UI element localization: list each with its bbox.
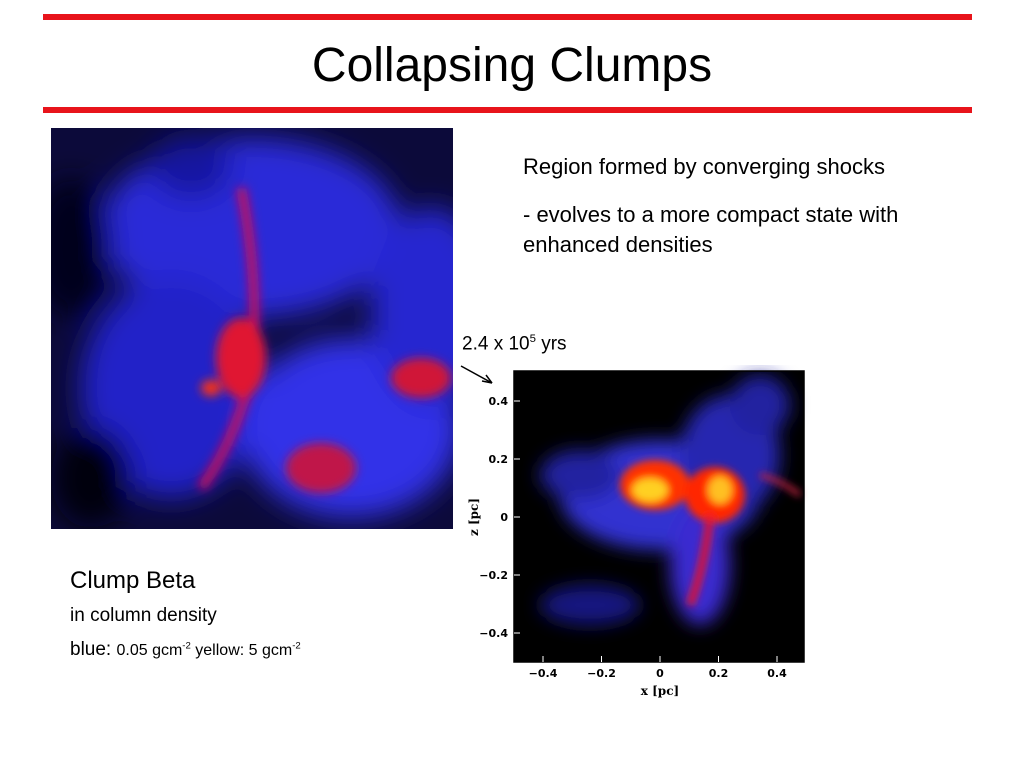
bottom-rule [43, 107, 972, 113]
y-tick-label: 0.2 [489, 453, 509, 466]
x-tick-label: 0 [656, 667, 664, 680]
y-tick-label: 0.4 [489, 395, 509, 408]
caption-line: in column density [70, 605, 217, 626]
y-tick-label: 0 [500, 511, 508, 524]
blue-unit: 0.05 gcm [116, 642, 183, 659]
x-tick-label: 0.2 [709, 667, 729, 680]
x-tick-label: 0.4 [767, 667, 787, 680]
annotation-base: 2.4 x 10 [462, 333, 530, 355]
y-tick-label: −0.4 [479, 627, 508, 640]
x-axis-label: x [pc] [641, 684, 679, 698]
blue-label: blue: [70, 639, 112, 660]
caption-title: Clump Beta [70, 567, 196, 594]
bullet: - evolves to a more compact state with e… [523, 202, 899, 257]
y-tick-label: −0.2 [479, 569, 508, 582]
time-annotation: 2.4 x 105 yrs [462, 333, 567, 355]
x-tick-label: −0.4 [529, 667, 558, 680]
plot: x [pc] z [pc] −0.4 −0.2 0 0.2 0.4 0.4 0.2 0 −0.2… [467, 370, 805, 698]
clump-image-left [51, 128, 453, 529]
annotation-exponent: 5 [529, 333, 536, 345]
arrow [460, 365, 493, 384]
top-rule [43, 14, 972, 20]
x-tick-label: −0.2 [587, 667, 616, 680]
yellow-exponent: -2 [292, 640, 301, 652]
yellow-value: yellow: 5 gcm [195, 642, 293, 659]
y-axis-label: z [pc] [467, 498, 481, 536]
annotation-unit: yrs [541, 333, 567, 355]
title: Collapsing Clumps [311, 39, 713, 92]
blue-value: 0.05 gcm-2 yellow: 5 gcm-2 [116, 640, 301, 659]
blue-exponent: -2 [182, 640, 191, 652]
bullet: Region formed by converging shocks [523, 154, 885, 179]
caption-scale: blue: 0.05 gcm-2 yellow: 5 gcm-2 [70, 639, 301, 661]
